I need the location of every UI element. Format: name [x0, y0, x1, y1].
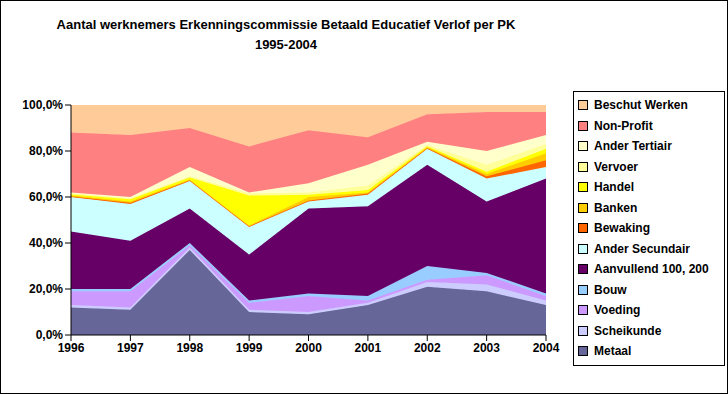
svg-text:60,0%: 60,0%	[29, 190, 63, 204]
svg-text:1996: 1996	[58, 341, 85, 355]
html-text:Banken: Banken	[594, 200, 638, 215]
html-text:Bewaking: Bewaking	[594, 221, 650, 236]
html-text:Handel: Handel	[594, 180, 634, 195]
html-text:Scheikunde: Scheikunde	[594, 323, 662, 338]
html-text:Metaal: Metaal	[594, 344, 632, 359]
svg-text:20,0%: 20,0%	[29, 282, 63, 296]
html-text:Aantal werknemers Erkenningsco: Aantal werknemers Erkenningscommissie Be…	[56, 17, 516, 32]
svg-text:40,0%: 40,0%	[29, 236, 63, 250]
svg-text:0,0%: 0,0%	[36, 328, 64, 342]
html-text:Ander Secundair: Ander Secundair	[594, 241, 690, 256]
svg-text:2000: 2000	[295, 341, 322, 355]
svg-text:2003: 2003	[473, 341, 500, 355]
svg-text:100,0%: 100,0%	[22, 98, 63, 112]
html-text:Aanvullend 100, 200: Aanvullend 100, 200	[594, 262, 709, 277]
html-text:Beschut Werken: Beschut Werken	[594, 98, 688, 113]
html-text:Voeding: Voeding	[594, 303, 641, 318]
svg-text:2001: 2001	[355, 341, 382, 355]
svg-text:1998: 1998	[176, 341, 203, 355]
svg-text:1997: 1997	[117, 341, 144, 355]
html-text:Vervoer: Vervoer	[594, 159, 638, 174]
svg-text:2004: 2004	[533, 341, 560, 355]
svg-text:80,0%: 80,0%	[29, 144, 63, 158]
html-text:Bouw: Bouw	[594, 282, 627, 297]
html-text:1995-2004: 1995-2004	[254, 37, 318, 52]
svg-text:2002: 2002	[414, 341, 441, 355]
svg-text:1999: 1999	[236, 341, 263, 355]
html-text:Ander Tertiair: Ander Tertiair	[594, 139, 672, 154]
html-text:Non-Profit: Non-Profit	[594, 118, 653, 133]
